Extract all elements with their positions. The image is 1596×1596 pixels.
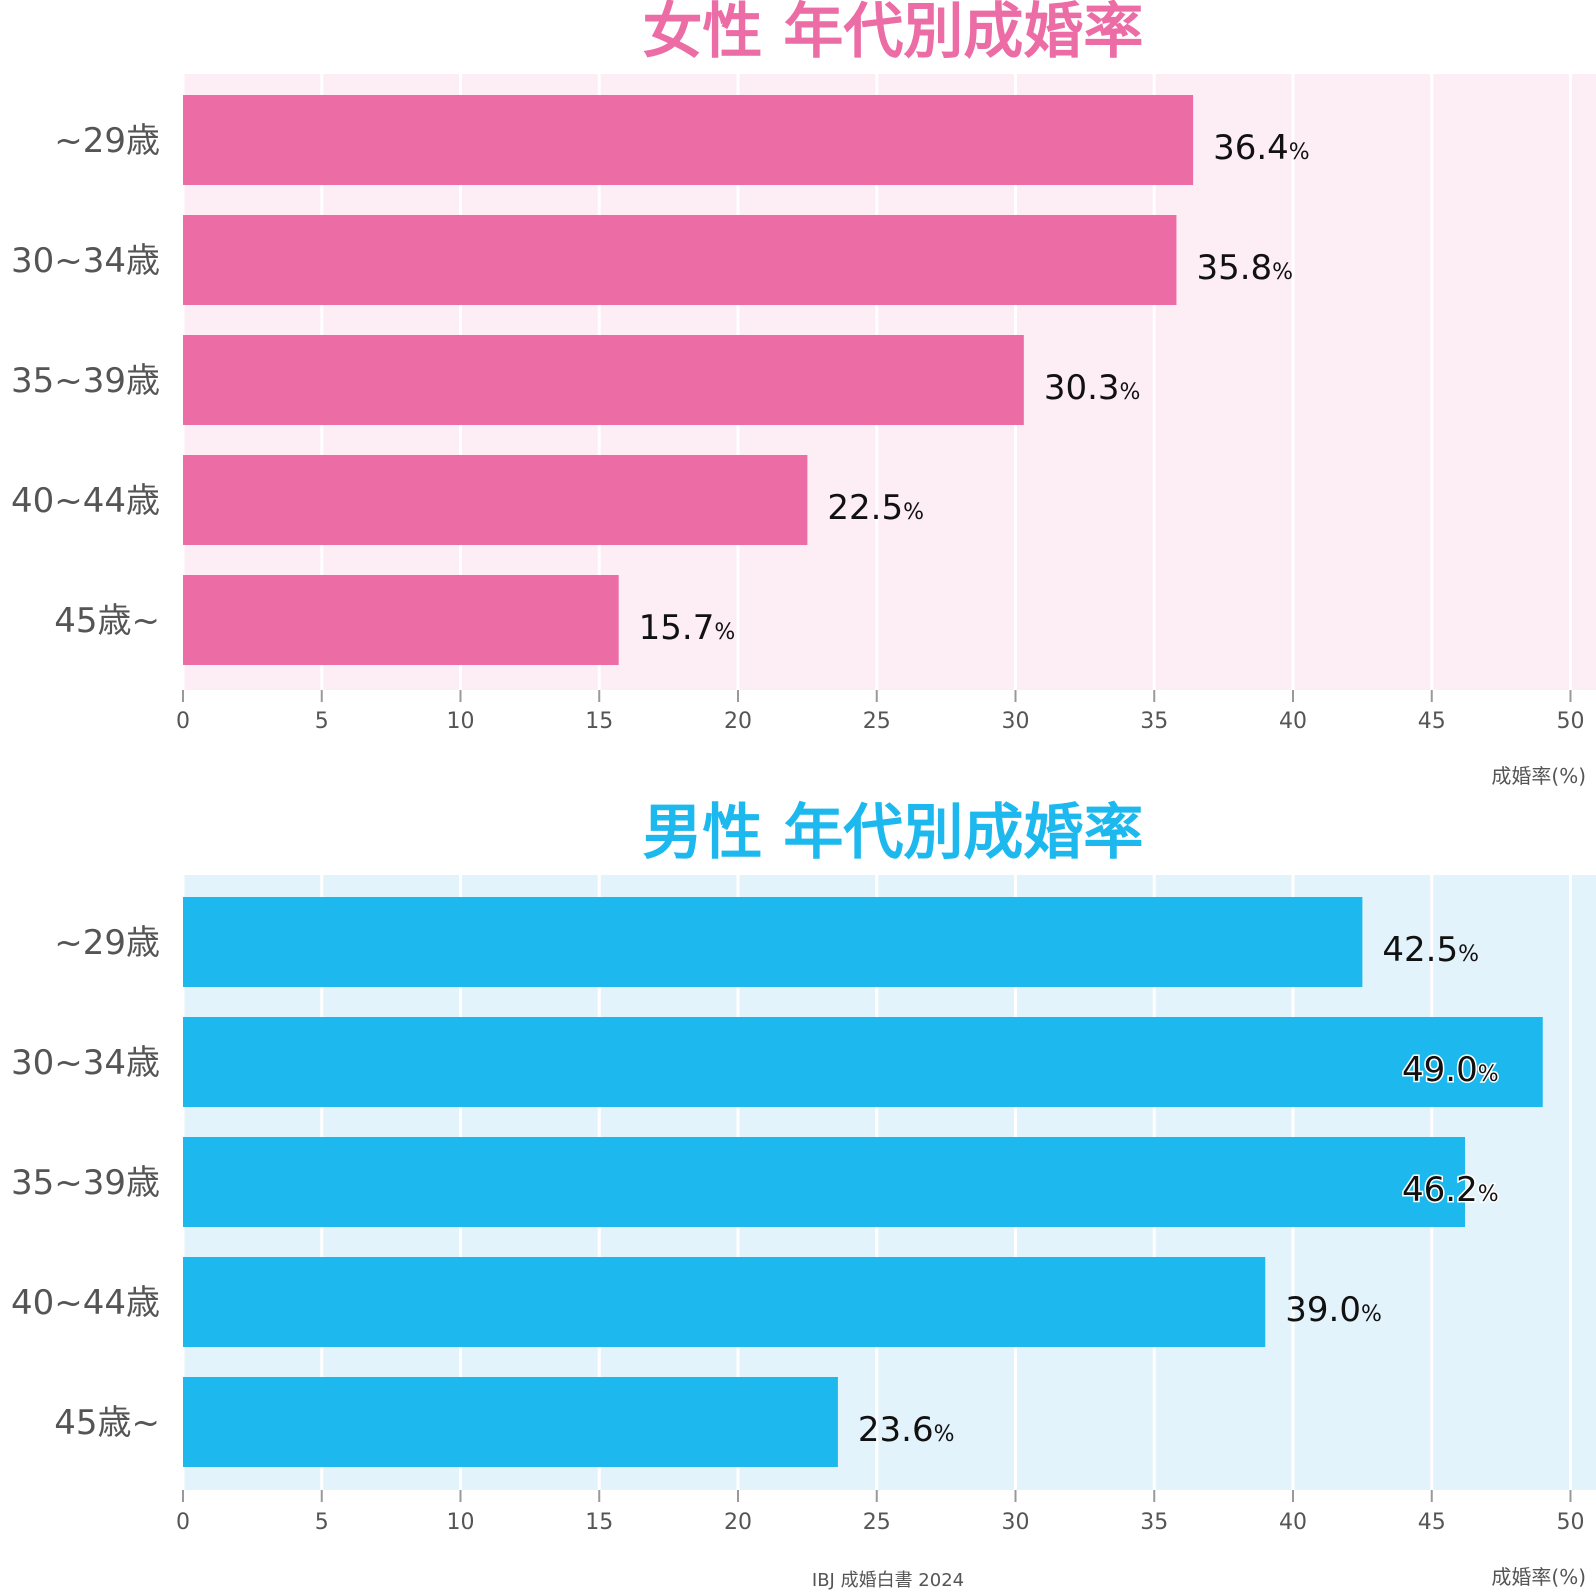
male-bar [183, 1257, 1266, 1347]
male-bar [183, 1377, 838, 1467]
female-category-label: 30~34歳 [11, 241, 160, 281]
male-tick-label: 50 [1557, 1510, 1585, 1535]
female-bar [183, 455, 808, 545]
female-tick-label: 50 [1557, 709, 1585, 734]
female-bar [183, 335, 1024, 425]
female-bar [183, 215, 1177, 305]
female-tick-label: 15 [585, 709, 613, 734]
male-tick-label: 5 [315, 1510, 329, 1535]
male-value-label: 39.0% [1285, 1290, 1382, 1330]
male-tick-label: 15 [585, 1510, 613, 1535]
female-value-label: 30.3% [1044, 368, 1141, 408]
female-tick-label: 10 [447, 709, 475, 734]
male-category-label: ~29歳 [54, 923, 160, 963]
male-tick-label: 20 [724, 1510, 752, 1535]
male-tick-label: 40 [1279, 1510, 1307, 1535]
male-value-label: 23.6% [858, 1410, 955, 1450]
female-category-label: ~29歳 [54, 121, 160, 161]
female-chart-title: 女性 年代別成婚率 [643, 0, 1144, 67]
female-value-label: 15.7% [639, 608, 736, 648]
female-x-axis-label: 成婚率(%) [1491, 764, 1586, 788]
male-chart-title: 男性 年代別成婚率 [643, 798, 1144, 868]
male-value-label: 49.0% [1402, 1050, 1499, 1090]
female-category-label: 40~44歳 [11, 481, 160, 521]
male-category-label: 35~39歳 [11, 1163, 160, 1203]
male-chart: 男性 年代別成婚率 ~29歳 42.5% 30~34歳 49.0% 35~39歳 46.2%… [11, 798, 1596, 1589]
male-tick-label: 25 [863, 1510, 891, 1535]
female-bar [183, 95, 1194, 185]
female-value-label: 35.8% [1196, 248, 1293, 288]
female-bar [183, 575, 619, 665]
male-category-label: 45歳~ [54, 1403, 160, 1443]
female-tick-label: 45 [1418, 709, 1446, 734]
female-category-label: 35~39歳 [11, 361, 160, 401]
male-category-label: 30~34歳 [11, 1043, 160, 1083]
male-tick-label: 30 [1002, 1510, 1030, 1535]
female-tick-label: 0 [176, 709, 190, 734]
female-tick-label: 30 [1002, 709, 1030, 734]
female-value-label: 22.5% [827, 488, 924, 528]
male-bar [183, 897, 1363, 987]
male-tick-label: 35 [1140, 1510, 1168, 1535]
male-bar [183, 1017, 1543, 1107]
female-tick-label: 20 [724, 709, 752, 734]
male-tick-label: 10 [447, 1510, 475, 1535]
female-tick-label: 25 [863, 709, 891, 734]
male-x-axis-label: 成婚率(%) [1491, 1565, 1586, 1589]
female-category-label: 45歳~ [54, 601, 160, 641]
female-chart: 女性 年代別成婚率 ~29歳 36.4% 30~34歳 35.8% 35~39歳 30.3%… [11, 0, 1596, 788]
female-value-label: 36.4% [1213, 128, 1310, 168]
female-tick-label: 35 [1140, 709, 1168, 734]
female-tick-label: 5 [315, 709, 329, 734]
source-note: IBJ 成婚白書 2024 [812, 1570, 964, 1591]
male-category-label: 40~44歳 [11, 1283, 160, 1323]
male-bar [183, 1137, 1466, 1227]
male-tick-label: 45 [1418, 1510, 1446, 1535]
female-tick-label: 40 [1279, 709, 1307, 734]
male-value-label: 42.5% [1382, 930, 1479, 970]
male-tick-label: 0 [176, 1510, 190, 1535]
male-value-label: 46.2% [1402, 1170, 1499, 1210]
